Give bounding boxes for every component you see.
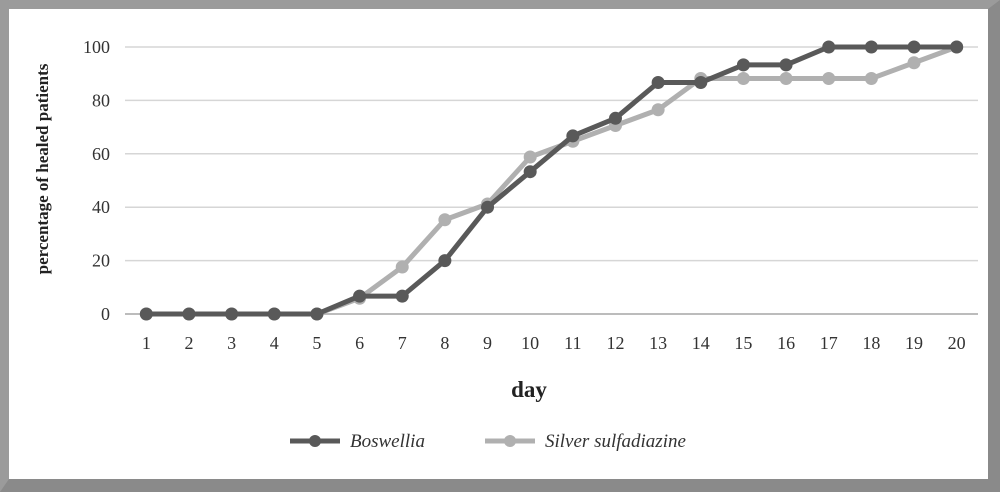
data-point-boswellia	[139, 307, 153, 321]
x-tick-label: 17	[820, 333, 838, 353]
data-point-boswellia	[566, 129, 580, 143]
x-tick-label: 19	[905, 333, 923, 353]
data-point-boswellia	[651, 76, 665, 90]
y-tick-label: 20	[92, 251, 110, 271]
x-tick-label: 16	[777, 333, 795, 353]
series-line-boswellia	[143, 44, 960, 317]
data-point-boswellia	[353, 289, 367, 303]
legend-marker-boswellia	[309, 435, 321, 447]
x-tick-label: 11	[564, 333, 581, 353]
x-tick-label: 3	[227, 333, 236, 353]
data-point-boswellia	[438, 254, 452, 268]
data-point-silver-sulfadiazine	[864, 72, 878, 86]
data-point-silver-sulfadiazine	[822, 72, 836, 86]
data-point-boswellia	[225, 307, 239, 321]
x-tick-label: 5	[312, 333, 321, 353]
x-tick-label: 10	[521, 333, 539, 353]
data-point-boswellia	[310, 307, 324, 321]
data-point-boswellia	[950, 40, 964, 54]
y-axis-title: percentage of healed patients	[33, 63, 52, 274]
y-tick-label: 40	[92, 197, 110, 217]
data-point-boswellia	[736, 58, 750, 72]
data-point-silver-sulfadiazine	[736, 72, 750, 86]
legend-item-boswellia: Boswellia	[290, 431, 425, 452]
data-point-boswellia	[267, 307, 281, 321]
data-point-boswellia	[822, 40, 836, 54]
y-tick-label: 60	[92, 144, 110, 164]
data-point-boswellia	[864, 40, 878, 54]
y-tick-label: 80	[92, 90, 110, 110]
data-point-boswellia	[779, 58, 793, 72]
series-boswellia	[139, 40, 964, 321]
data-point-boswellia	[481, 200, 495, 214]
y-tick-label: 0	[101, 304, 110, 324]
data-point-boswellia	[182, 307, 196, 321]
data-point-silver-sulfadiazine	[523, 150, 537, 164]
x-axis-title: day	[511, 377, 547, 402]
legend-item-silver-sulfadiazine: Silver sulfadiazine	[485, 431, 686, 452]
data-point-silver-sulfadiazine	[651, 103, 665, 117]
data-point-silver-sulfadiazine	[438, 213, 452, 227]
series-silver-sulfadiazine	[139, 40, 964, 321]
x-tick-label: 14	[692, 333, 710, 353]
x-tick-label: 15	[734, 333, 752, 353]
x-tick-label: 9	[483, 333, 492, 353]
x-tick-labels: 1 2 3 4 5 6 7 8 9 10 11 12 13 14 15 16 17 18 19 20	[142, 333, 966, 353]
y-tick-label: 100	[83, 37, 110, 57]
series-line-silver-sulfadiazine	[143, 44, 960, 317]
x-tick-label: 20	[948, 333, 966, 353]
x-tick-label: 12	[606, 333, 624, 353]
legend-label-boswellia: Boswellia	[350, 431, 425, 452]
legend-marker-silver-sulfadiazine	[504, 435, 516, 447]
x-tick-label: 13	[649, 333, 667, 353]
x-tick-label: 2	[184, 333, 193, 353]
x-tick-label: 6	[355, 333, 364, 353]
data-point-boswellia	[907, 40, 921, 54]
data-point-boswellia	[523, 165, 537, 179]
x-tick-label: 7	[398, 333, 407, 353]
x-tick-label: 1	[142, 333, 151, 353]
legend-label-silver-sulfadiazine: Silver sulfadiazine	[545, 431, 686, 452]
y-tick-labels: 0 20 40 60 80 100	[83, 37, 110, 324]
x-tick-label: 8	[440, 333, 449, 353]
x-tick-label: 4	[270, 333, 279, 353]
data-point-boswellia	[395, 289, 409, 303]
x-tick-label: 18	[862, 333, 880, 353]
gridlines	[125, 46, 978, 315]
data-point-boswellia	[608, 111, 622, 125]
data-point-silver-sulfadiazine	[779, 72, 793, 86]
legend: Boswellia Silver sulfadiazine	[290, 431, 686, 452]
data-point-silver-sulfadiazine	[907, 56, 921, 70]
series-layer	[139, 40, 964, 321]
data-point-boswellia	[694, 76, 708, 90]
data-point-silver-sulfadiazine	[395, 260, 409, 274]
